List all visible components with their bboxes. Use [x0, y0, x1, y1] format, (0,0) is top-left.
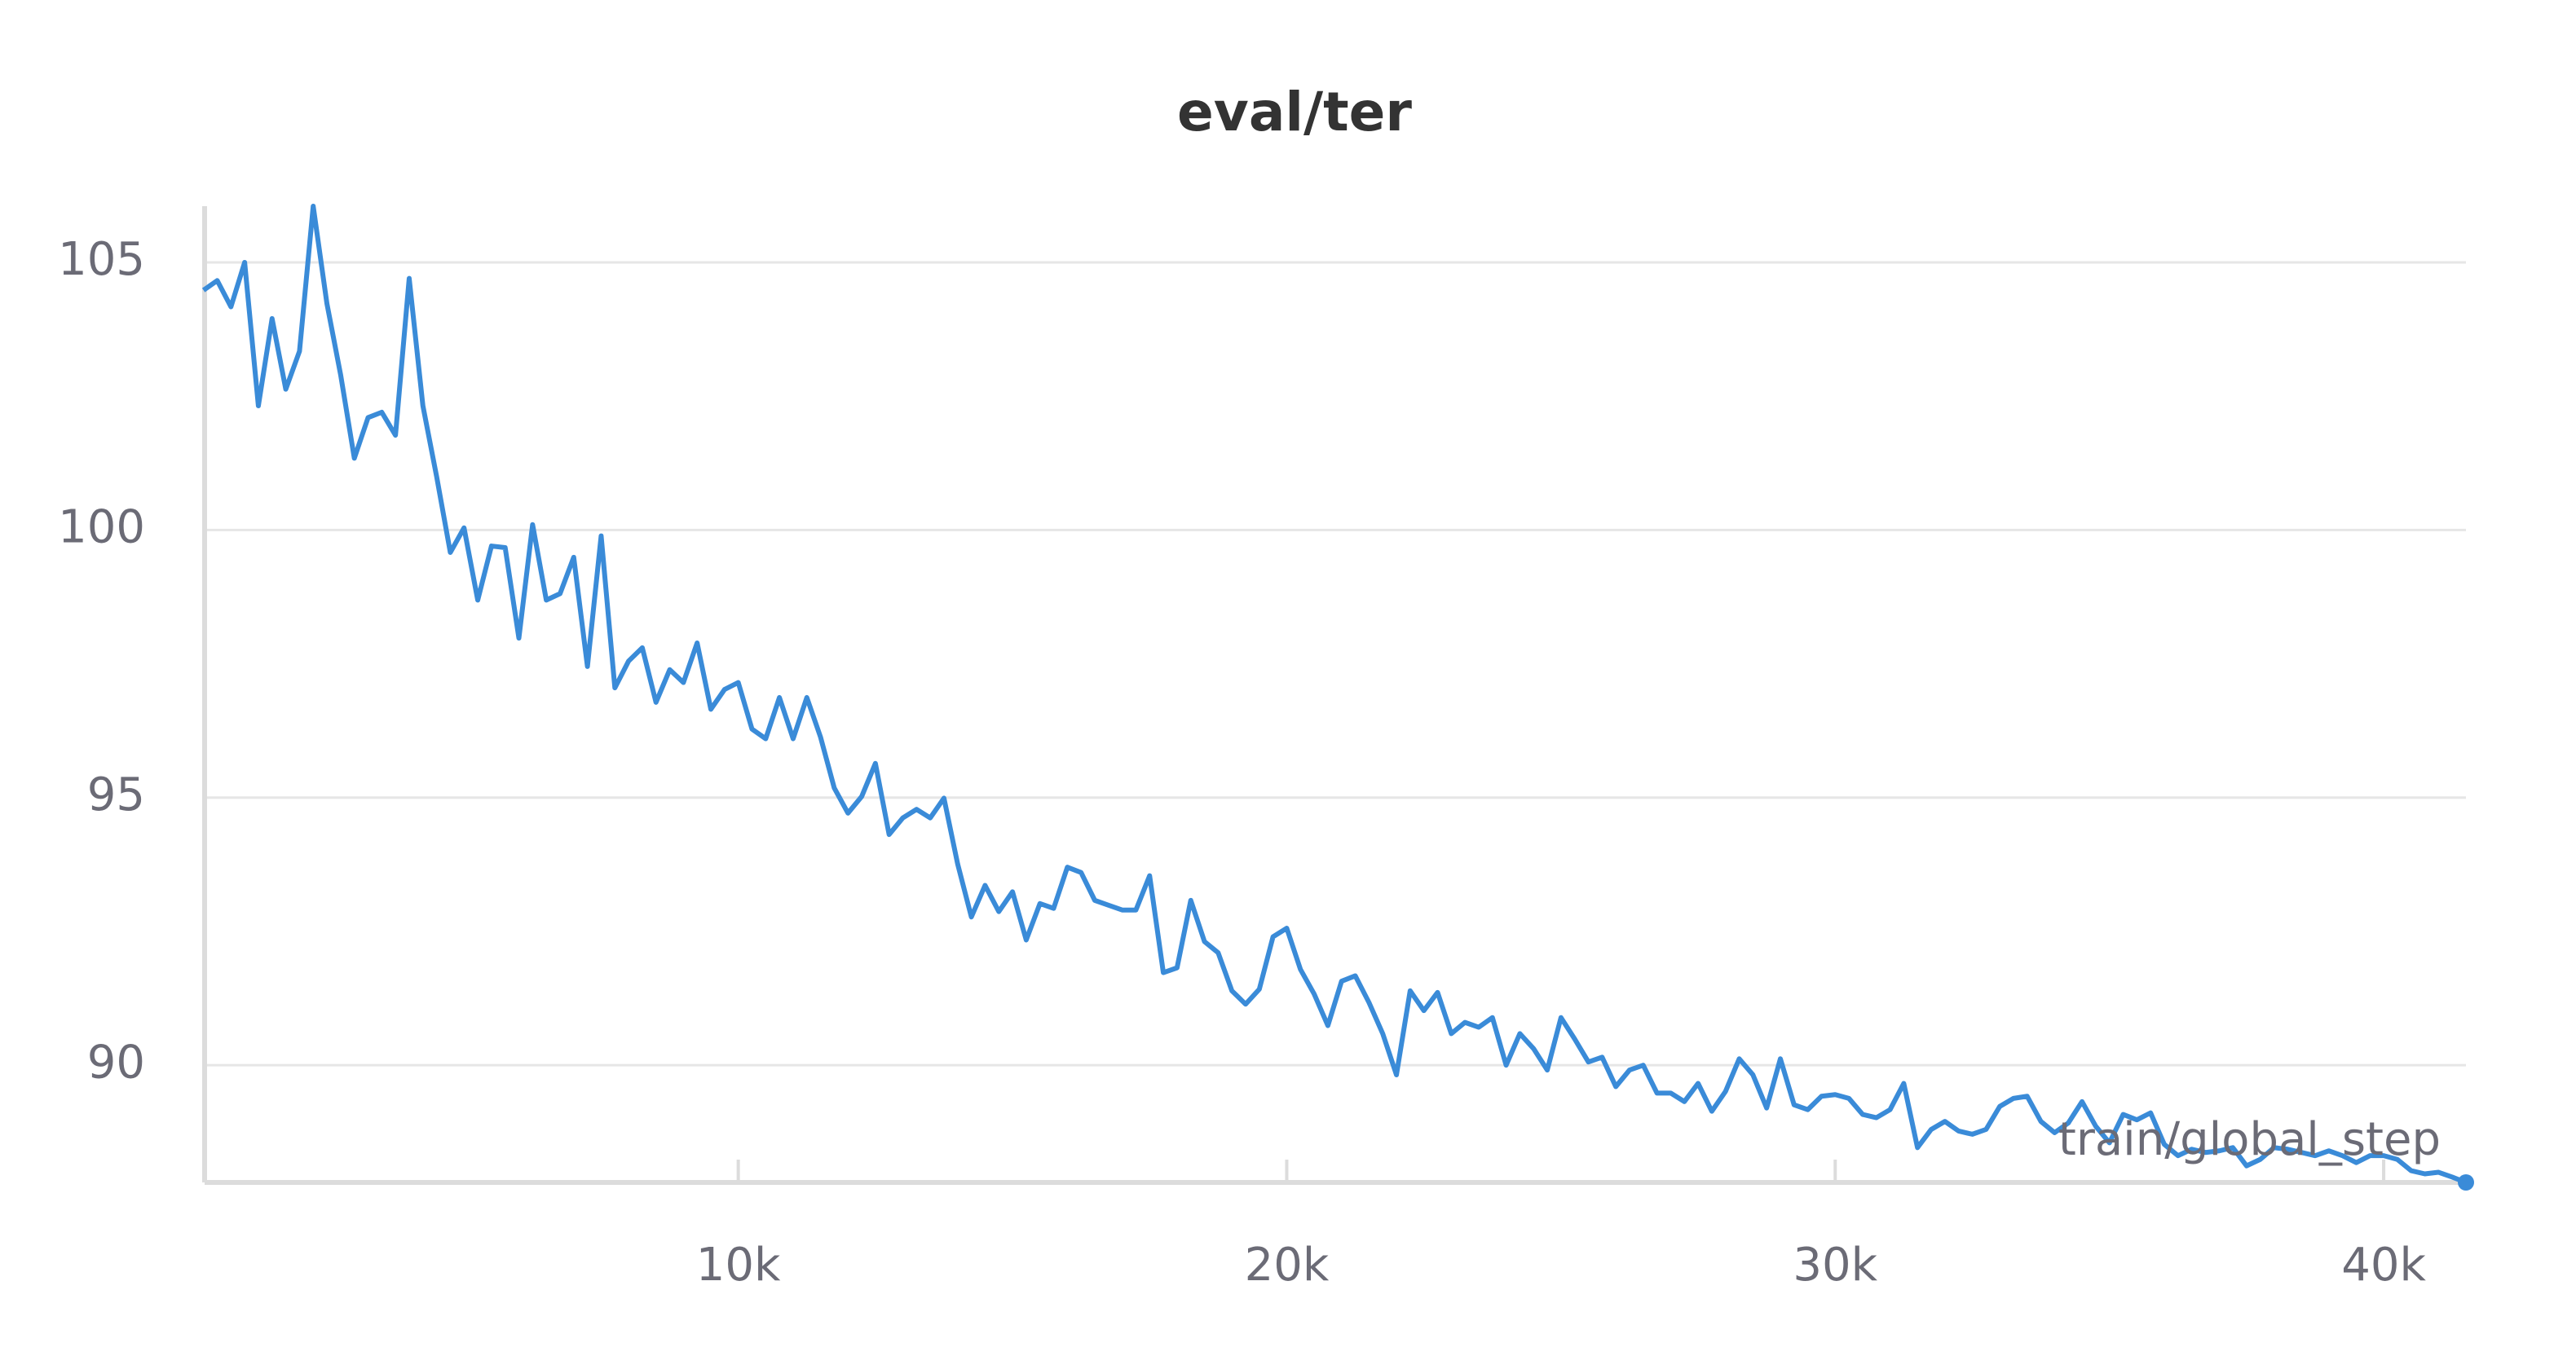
end-point: [2458, 1174, 2474, 1191]
y-tick-label: 100: [58, 501, 145, 554]
y-tick-label: 95: [87, 768, 145, 821]
x-tick-label: 10k: [696, 1239, 781, 1292]
x-tick-label: 20k: [1245, 1239, 1330, 1292]
chart-title: eval/ter: [1177, 81, 1412, 143]
x-axis-label: train/global_step: [2058, 1113, 2441, 1166]
y-tick-label: 90: [87, 1036, 145, 1089]
line: [201, 204, 2468, 1185]
x-tick-label: 40k: [2341, 1239, 2426, 1292]
x-tick-label: 30k: [1793, 1239, 1877, 1292]
y-tick-label: 105: [58, 233, 145, 286]
